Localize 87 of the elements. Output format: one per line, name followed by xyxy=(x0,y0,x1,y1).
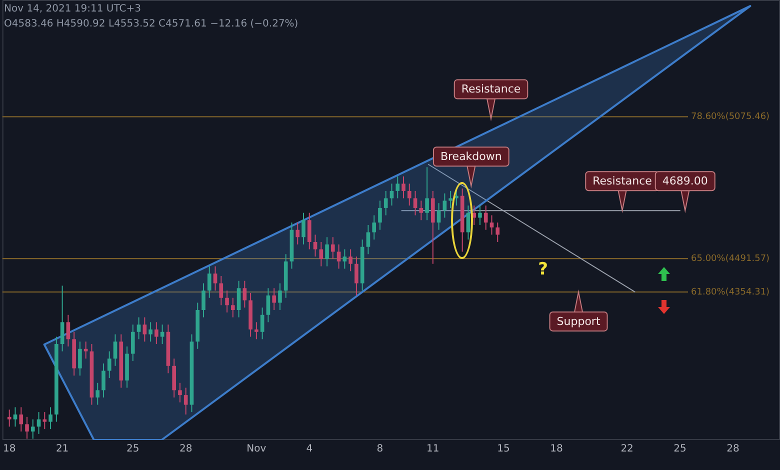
candlestick xyxy=(213,266,218,292)
candlestick xyxy=(278,282,282,311)
candlestick xyxy=(342,248,347,270)
candlestick xyxy=(366,224,370,255)
candlestick xyxy=(136,316,141,340)
candlestick xyxy=(296,222,300,245)
candlestick xyxy=(230,297,235,318)
candlestick xyxy=(13,406,18,428)
candlestick xyxy=(407,183,412,206)
candlestick xyxy=(48,406,52,430)
candlestick xyxy=(178,382,182,403)
candlestick xyxy=(496,222,500,242)
x-tick-label: 21 xyxy=(56,444,69,455)
candlestick xyxy=(207,266,212,298)
candlestick xyxy=(402,176,406,199)
candlestick xyxy=(96,382,100,406)
candlestick xyxy=(490,214,494,236)
x-tick-label: 15 xyxy=(497,444,510,455)
ref-line-label: 78.60%(5075.46) xyxy=(691,112,770,122)
x-tick-label: 8 xyxy=(376,444,384,455)
x-tick-label: 28 xyxy=(179,444,192,455)
candlestick xyxy=(325,236,329,267)
candlestick xyxy=(478,205,482,226)
candlestick xyxy=(484,205,488,230)
candlestick xyxy=(60,285,64,352)
candlestick xyxy=(436,202,441,230)
ref-line-label: 61.80%(4354.31) xyxy=(691,287,770,298)
candlestick xyxy=(19,406,24,432)
candlestick xyxy=(384,190,388,216)
candlestick xyxy=(236,280,241,318)
annotation: Support xyxy=(556,314,601,328)
candlestick xyxy=(348,248,352,272)
x-tick-label: 25 xyxy=(674,444,686,455)
candlestick xyxy=(184,387,188,415)
ref-line-label: 65.00%(4491.57) xyxy=(691,254,770,264)
candlestick xyxy=(378,200,382,230)
x-tick-label: 28 xyxy=(726,444,740,455)
candlestick xyxy=(107,350,112,379)
candlestick xyxy=(30,418,35,440)
candlestick xyxy=(260,307,264,340)
candlestick xyxy=(219,276,224,306)
candlestick xyxy=(42,412,47,430)
x-tick-label: 18 xyxy=(2,444,16,455)
candlestick xyxy=(84,341,88,360)
candlestick xyxy=(354,256,358,296)
x-tick-label: 25 xyxy=(126,444,140,455)
candlestick xyxy=(372,214,376,240)
candlestick xyxy=(390,183,394,206)
candlestick xyxy=(148,322,152,342)
annotation: Nov 14, 2021 19:11 UTC+3 xyxy=(4,4,141,15)
candlestick xyxy=(313,234,318,258)
candlestick xyxy=(66,314,70,347)
candlestick xyxy=(113,334,118,366)
candlestick xyxy=(336,244,341,270)
candlestick xyxy=(307,212,312,250)
annotation: O4583.46 H4590.92 L4553.52 C4571.61 −12.16 (−0.27%) xyxy=(4,18,298,30)
candlestick xyxy=(102,362,106,398)
candlestick xyxy=(419,200,424,221)
candlestick xyxy=(7,409,12,428)
annotation: Breakdown xyxy=(440,150,502,163)
annotation: Resistance xyxy=(592,174,652,188)
x-tick-label: 22 xyxy=(620,444,634,455)
candlestick xyxy=(466,205,470,240)
candlestick xyxy=(25,416,29,440)
annotation: Resistance xyxy=(461,82,521,96)
candlestick xyxy=(266,288,270,323)
candlestick xyxy=(142,316,147,342)
candlestick xyxy=(254,322,258,340)
candlestick xyxy=(130,324,135,362)
x-tick-label: 18 xyxy=(550,444,563,455)
candlestick xyxy=(225,290,229,313)
annotation: ? xyxy=(538,259,548,280)
candlestick xyxy=(78,341,82,376)
candlestick xyxy=(242,280,247,308)
x-tick-label: Nov xyxy=(246,444,266,455)
candlestick xyxy=(154,322,158,345)
candlestick xyxy=(331,236,335,260)
candlestick xyxy=(425,166,429,221)
x-tick-label: 11 xyxy=(426,444,440,455)
candlestick xyxy=(442,192,447,218)
candlestick xyxy=(202,282,206,318)
candlestick xyxy=(319,241,324,267)
candlestick xyxy=(272,288,276,311)
annotation: 4689.00 xyxy=(662,174,708,188)
candlestick xyxy=(396,176,400,199)
x-tick-label: 4 xyxy=(306,444,313,455)
candlestick xyxy=(302,212,306,245)
